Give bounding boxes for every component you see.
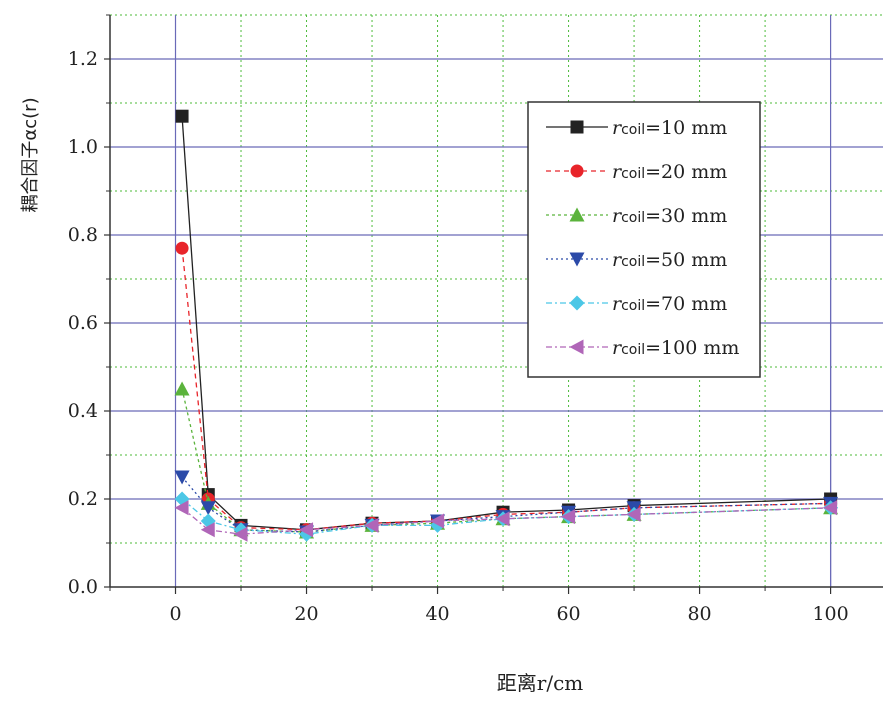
y-axis-label: 耦合因子αc(r) xyxy=(20,97,41,212)
x-tick-label: 80 xyxy=(687,603,711,625)
x-tick-label: 0 xyxy=(169,603,181,625)
x-tick-label: 100 xyxy=(812,603,848,625)
y-tick-label: 0.4 xyxy=(68,400,98,422)
y-tick-label: 0.0 xyxy=(68,576,98,598)
y-tick-label: 1.2 xyxy=(68,48,98,70)
data-point xyxy=(176,110,189,123)
x-tick-label: 60 xyxy=(556,603,580,625)
y-tick-label: 0.6 xyxy=(68,312,98,334)
legend-box xyxy=(528,102,760,377)
y-tick-label: 1.0 xyxy=(68,136,98,158)
data-point xyxy=(176,242,189,255)
x-tick-label: 20 xyxy=(294,603,318,625)
x-axis-label: 距离r/cm xyxy=(497,671,584,695)
legend-marker xyxy=(571,165,584,178)
y-tick-label: 0.8 xyxy=(68,224,98,246)
y-tick-label: 0.2 xyxy=(68,488,98,510)
legend-marker xyxy=(571,121,584,134)
x-tick-label: 40 xyxy=(425,603,449,625)
